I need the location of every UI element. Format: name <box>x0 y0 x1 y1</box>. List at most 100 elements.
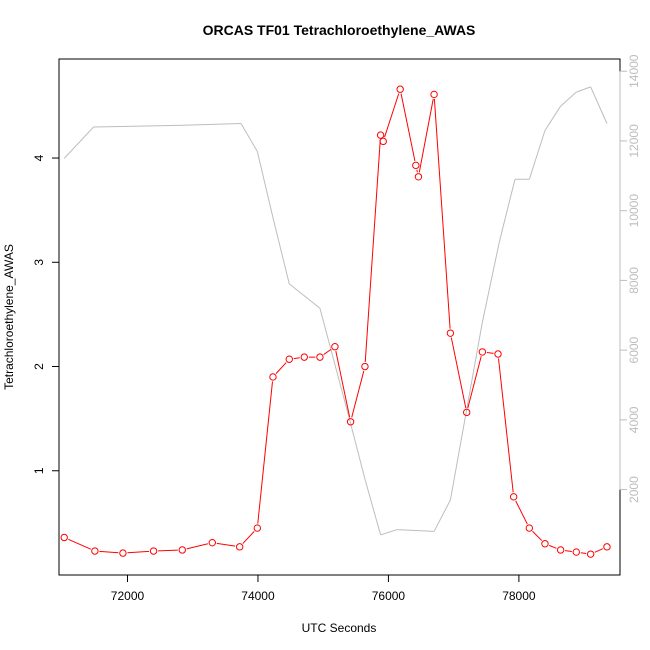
series-segment <box>498 179 516 243</box>
y2-tick-label: 4000 <box>627 406 641 433</box>
series-segment <box>158 549 178 552</box>
data-point <box>300 353 308 361</box>
series-segment <box>418 98 434 173</box>
series-segment <box>498 358 514 493</box>
series-segment <box>182 123 242 126</box>
series-segment <box>351 370 365 418</box>
y2-tick-label: 12000 <box>627 124 641 158</box>
data-point <box>414 173 423 181</box>
series-segment <box>68 538 91 550</box>
series-segment <box>242 531 255 544</box>
series-segment <box>416 169 418 173</box>
series-segment <box>256 151 274 218</box>
y2-tick-label: 8000 <box>627 267 641 294</box>
data-point <box>412 161 420 170</box>
series-segment <box>319 308 352 424</box>
y2-tick-label: 10000 <box>627 194 641 228</box>
data-point <box>60 533 68 542</box>
y-tick-label: 4 <box>32 154 46 161</box>
series-segment <box>350 423 366 480</box>
plot-frame <box>58 58 621 576</box>
series-segment <box>186 543 209 550</box>
data-point <box>235 543 244 551</box>
data-point <box>525 524 534 532</box>
data-point <box>586 550 595 558</box>
series-segment <box>433 499 451 532</box>
data-point <box>119 549 127 557</box>
series-segment <box>380 529 398 536</box>
data-point <box>396 85 404 93</box>
series-segment <box>272 217 290 284</box>
data-point <box>603 543 611 551</box>
data-point <box>149 547 158 555</box>
series-segment <box>565 550 572 552</box>
series-segment <box>364 478 382 536</box>
data-point <box>346 418 355 426</box>
series-segment <box>515 500 528 525</box>
data-point <box>430 90 438 99</box>
series-segment <box>486 352 494 354</box>
series-left <box>60 85 611 558</box>
series-segment <box>532 530 543 541</box>
series-segment <box>548 544 557 549</box>
data-point <box>478 348 487 356</box>
data-point <box>463 408 471 417</box>
data-point <box>541 540 549 548</box>
y2-tick-label: 2000 <box>627 476 641 503</box>
series-segment <box>93 124 183 128</box>
x-tick-label: 76000 <box>372 589 406 603</box>
series-segment <box>449 322 483 501</box>
series-right <box>63 86 608 536</box>
series-segment <box>576 86 591 93</box>
y-tick-label: 1 <box>32 467 46 474</box>
data-point <box>316 353 324 361</box>
data-point <box>556 546 565 554</box>
series-segment <box>544 105 562 131</box>
y-axis-label: Tetrachloroethylene_AWAS <box>2 244 16 390</box>
series-segment <box>433 98 451 329</box>
y-tick-label: 3 <box>32 259 46 266</box>
data-point <box>269 373 277 381</box>
series-segment <box>127 550 150 554</box>
series-segment <box>275 362 287 374</box>
series-segment <box>467 356 482 409</box>
series-segment <box>99 550 119 554</box>
y-axis-left: 1 2 3 4 <box>32 154 60 474</box>
x-axis-label: UTC Seconds <box>302 621 377 635</box>
series-segment <box>528 130 546 180</box>
data-point <box>572 548 580 556</box>
series-segment <box>335 351 351 418</box>
series-segment <box>594 548 604 553</box>
series-segment <box>240 123 258 152</box>
series-segment <box>257 381 273 524</box>
series-segment <box>293 357 300 360</box>
data-point <box>376 131 385 139</box>
data-point <box>285 355 293 363</box>
series-segment <box>63 126 94 159</box>
series-segment <box>450 337 467 409</box>
data-point <box>379 137 387 146</box>
series-segment <box>288 283 321 309</box>
chart-title: ORCAS TF01 Tetrachloroethylene_AWAS <box>203 22 476 38</box>
series-segment <box>590 86 608 124</box>
series-segment <box>384 93 400 138</box>
series-segment <box>216 542 236 547</box>
x-axis: 72000 74000 76000 78000 <box>111 574 536 603</box>
data-point <box>446 329 455 337</box>
data-point <box>331 343 339 351</box>
data-point <box>178 546 186 554</box>
y2-tick-label: 6000 <box>627 336 641 363</box>
series-segment <box>481 241 500 323</box>
data-point <box>253 524 262 532</box>
series-segment <box>560 91 577 107</box>
data-point <box>208 538 216 547</box>
x-tick-label: 78000 <box>502 589 536 603</box>
series-segment <box>323 348 332 355</box>
y-axis-right: 2000 4000 6000 8000 10000 12000 14000 <box>619 54 641 503</box>
series-layer <box>60 85 611 558</box>
data-point <box>91 547 99 555</box>
x-tick-label: 72000 <box>111 589 145 603</box>
x-tick-label: 74000 <box>241 589 275 603</box>
data-point <box>509 493 518 501</box>
